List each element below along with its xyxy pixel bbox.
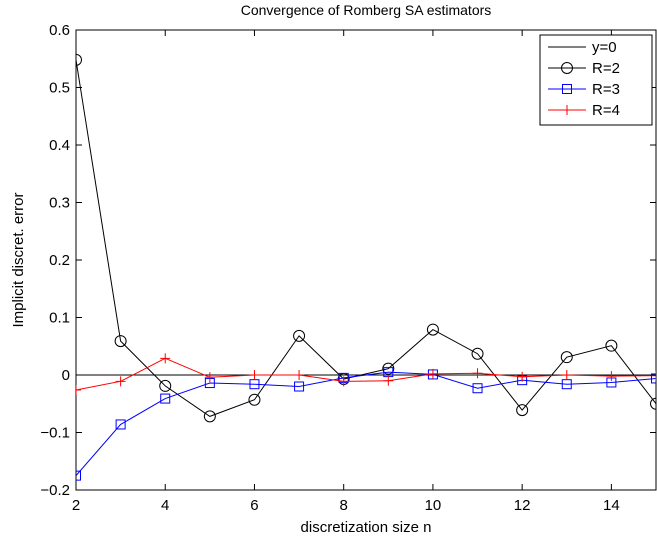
legend-item: R=4: [548, 102, 620, 119]
data-point: [160, 353, 171, 364]
legend-item: R=2: [548, 60, 620, 77]
series-line: [76, 371, 656, 476]
data-point: [383, 375, 394, 386]
x-tick-label: 12: [514, 497, 531, 514]
data-point: [427, 368, 438, 379]
data-point: [115, 419, 126, 430]
series-R=4: [76, 353, 656, 395]
x-tick-label: 4: [161, 497, 169, 514]
data-point: [561, 370, 572, 380]
data-point: [204, 372, 215, 383]
y-tick-label: −0.2: [40, 482, 70, 499]
legend: y=0 R=2 R=3 R=4: [539, 34, 653, 126]
legend-item: y=0: [548, 39, 617, 56]
series-line: [76, 357, 656, 391]
x-axis-label: discretization size n: [301, 519, 432, 536]
data-point: [114, 335, 127, 348]
data-point: [606, 371, 617, 382]
axes-layer: 2 4 6 8 10 12 14 −0.2 −0.1 0 0.1 0.2 0.3 0.4 0.5 0.6: [40, 22, 656, 514]
series-line: [76, 59, 656, 417]
legend-label: R=2: [592, 60, 620, 77]
legend-item: R=3: [548, 81, 620, 98]
legend-marker: [562, 84, 572, 94]
data-point: [472, 368, 483, 379]
x-tick-label: 6: [250, 497, 258, 514]
data-point: [293, 329, 306, 342]
data-point: [294, 381, 305, 392]
y-tick-label: 0.5: [49, 80, 70, 97]
y-tick-label: 0.6: [49, 22, 70, 39]
data-point: [382, 362, 395, 375]
legend-marker: [562, 105, 572, 115]
data-point: [650, 397, 656, 410]
data-point: [76, 53, 82, 66]
legend-label: R=3: [592, 81, 620, 98]
data-point: [471, 347, 484, 360]
data-point: [294, 370, 305, 380]
chart-title: Convergence of Romberg SA estimators: [241, 2, 492, 18]
x-tick-label: 2: [72, 497, 80, 514]
y-axis-label: Implicit discret. error: [10, 192, 27, 327]
data-point: [560, 351, 573, 364]
data-point: [115, 376, 126, 387]
data-point: [651, 373, 656, 384]
data-point: [160, 393, 171, 404]
y-tick-label: 0.1: [49, 310, 70, 327]
data-point: [605, 339, 618, 352]
data-point: [517, 371, 528, 382]
legend-label: y=0: [592, 39, 617, 56]
y-tick-label: −0.1: [40, 425, 70, 442]
series-layer: [76, 53, 656, 481]
y-tick-label: 0.4: [49, 137, 70, 154]
data-point: [159, 379, 172, 392]
data-point: [203, 410, 216, 423]
x-tick-label: 14: [603, 497, 620, 514]
data-point: [651, 370, 656, 381]
data-point: [76, 384, 81, 395]
series-R=3: [76, 367, 656, 481]
data-point: [426, 323, 439, 336]
data-point: [472, 383, 483, 394]
data-point: [248, 393, 261, 406]
data-point: [516, 404, 529, 417]
x-tick-label: 8: [340, 497, 348, 514]
x-tick-label: 10: [425, 497, 442, 514]
y-tick-label: 0.3: [49, 195, 70, 212]
data-point: [76, 470, 81, 481]
legend-marker: [561, 62, 573, 74]
legend-label: R=4: [592, 102, 620, 119]
y-tick-label: 0: [62, 367, 70, 384]
data-point: [338, 376, 349, 387]
y-tick-label: 0.2: [49, 252, 70, 269]
data-point: [249, 370, 260, 380]
